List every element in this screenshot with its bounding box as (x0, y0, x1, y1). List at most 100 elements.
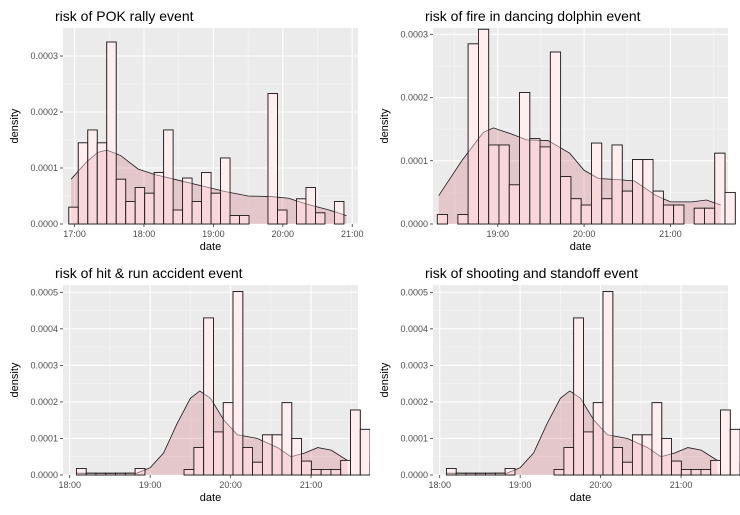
histogram-bar-fill (315, 212, 326, 225)
histogram-bar-fill (436, 214, 448, 225)
chart-title: risk of shooting and standoff event (425, 265, 638, 281)
histogram-bar-fill (602, 291, 614, 476)
x-tick-label: 18:00 (58, 480, 81, 490)
histogram-bars (68, 41, 345, 225)
y-tick-label: 0.0003 (400, 29, 428, 39)
x-tick-label: 20:00 (219, 480, 242, 490)
histogram-bar-fill (583, 431, 594, 476)
histogram-bar-fill (310, 469, 322, 476)
y-tick-label: 0.0001 (30, 163, 58, 173)
histogram-bar-fill (320, 469, 332, 476)
y-tick-label: 0.0001 (400, 433, 428, 443)
histogram-bar-fill (124, 472, 136, 476)
histogram-fill (446, 291, 740, 476)
histogram-bar-fill (340, 459, 351, 476)
density-line (76, 390, 348, 474)
x-tick-label: 20:00 (573, 229, 596, 239)
x-tick-label: 19:00 (139, 480, 162, 490)
histogram-bar-fill (467, 43, 479, 225)
histogram-bar-fill (359, 428, 370, 476)
histogram-bar-fill (592, 402, 604, 476)
y-axis-label: density (379, 108, 391, 143)
histogram-bar-fill (105, 472, 116, 476)
histogram-bar-fill (172, 209, 184, 225)
histogram-bar-fill (183, 469, 195, 476)
histogram-bar-fill (242, 447, 254, 476)
x-tick-label: 19:00 (202, 229, 225, 239)
histogram-bar-fill (611, 144, 623, 225)
histogram-bar-fill (475, 472, 486, 476)
histogram-bar-fill (720, 409, 731, 476)
histogram-bar-fill (191, 201, 202, 225)
histogram-bar-fill (455, 472, 467, 476)
histogram-bar-fill (508, 184, 520, 225)
histogram-bar-fill (239, 215, 250, 225)
x-tick-label: 20:00 (589, 480, 612, 490)
y-axis-label: density (379, 362, 391, 397)
histogram-bar-fill (652, 190, 664, 225)
histogram-bar-fill (612, 447, 624, 476)
y-tick-label: 0.0002 (30, 397, 58, 407)
histogram-bar-fill (662, 204, 675, 225)
histogram-bar-fill (296, 198, 307, 225)
histogram-bar-fill (232, 291, 244, 476)
y-tick-label: 0.0003 (30, 51, 58, 61)
histogram-bar-fill (457, 214, 469, 225)
histogram-bar-fill (729, 428, 740, 476)
histogram-bar-fill (560, 176, 572, 225)
density-line (70, 149, 347, 216)
x-tick-label: 19:00 (486, 229, 509, 239)
histogram-bar-fill (261, 434, 273, 476)
chart-title: risk of fire in dancing dolphin event (425, 8, 641, 24)
histogram-bar-fill (350, 409, 361, 476)
y-tick-label: 0.0005 (30, 287, 58, 297)
chart-panel-shooting-standoff: 0.0000 0.0001 0.0002 0.0003 0.0004 0.0005 18:0… (370, 257, 740, 514)
histogram-bar-fill (134, 187, 146, 225)
x-axis-label: date (570, 492, 591, 504)
histogram-bar-fill (134, 468, 146, 476)
y-tick-label: 0.0002 (400, 93, 428, 103)
chart-panel-hit-and-run: 0.0000 0.0001 0.0002 0.0003 0.0004 0.0005 18:0… (0, 257, 370, 514)
histogram-bar-fill (277, 209, 288, 225)
histogram-bar-fill (220, 157, 231, 225)
y-tick-label: 0.0001 (30, 433, 58, 443)
y-axis-label: density (9, 362, 21, 397)
histogram-bar-fill (271, 434, 283, 476)
histogram-bar-fill (570, 198, 582, 225)
histogram-bar-fill (106, 41, 117, 225)
y-tick-label: 0.0000 (30, 219, 58, 229)
histogram-bar-fill (529, 138, 541, 225)
histogram-bar-fill (87, 129, 98, 225)
histogram-bar-fill (591, 142, 603, 225)
y-tick-label: 0.0004 (400, 324, 428, 334)
histogram-bar-fill (267, 93, 278, 225)
histogram-bar-fill (182, 177, 193, 225)
y-tick-label: 0.0001 (400, 156, 428, 166)
histogram-bar-fill (693, 207, 705, 225)
histogram-bar-fill (77, 142, 89, 225)
x-tick-label: 21:00 (300, 480, 323, 490)
histogram-bar-fill (281, 402, 293, 476)
histogram-bar-fill (494, 472, 506, 476)
histogram-bar-fill (305, 187, 316, 225)
y-tick-label: 0.0004 (30, 324, 58, 334)
x-tick-label: 20:00 (272, 229, 295, 239)
histogram-bar-fill (622, 461, 633, 476)
y-tick-label: 0.0002 (30, 107, 58, 117)
histogram-bar-fill (553, 469, 565, 476)
histogram-bar-fill (125, 201, 136, 225)
histogram-bar-fill (96, 142, 108, 225)
y-tick-label: 0.0000 (30, 470, 58, 480)
histogram-bar-fill (642, 159, 654, 225)
histogram-bar-fill (641, 434, 653, 476)
chart-svg: 0.0000 0.0001 0.0002 0.0003 0.0004 0.0005 18:0… (379, 265, 740, 504)
x-tick-label: 17:00 (63, 229, 86, 239)
chart-title: risk of POK rally event (55, 8, 194, 24)
histogram-bar-fill (631, 434, 643, 476)
x-tick-label: 18:00 (133, 229, 156, 239)
histogram-bar-fill (203, 317, 214, 476)
x-tick-label: 19:00 (509, 480, 532, 490)
x-axis-label: date (570, 241, 591, 253)
histogram-bar-fill (201, 172, 212, 225)
